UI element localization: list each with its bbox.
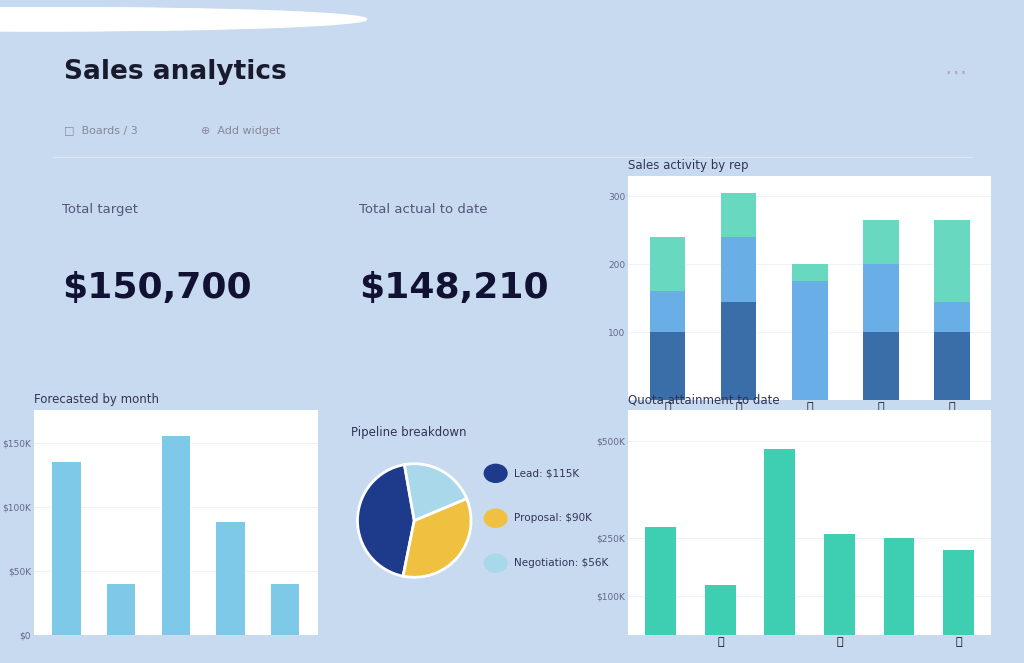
Text: Negotiation: $56K: Negotiation: $56K — [514, 558, 608, 568]
Bar — [934, 332, 970, 400]
Bar — [721, 193, 757, 237]
Bar — [765, 449, 796, 635]
Bar — [863, 220, 899, 265]
Bar — [792, 281, 827, 400]
Text: Total target: Total target — [62, 203, 138, 215]
Bar — [649, 237, 685, 292]
Text: Total actual to date: Total actual to date — [359, 203, 487, 215]
Bar — [645, 526, 677, 635]
Circle shape — [0, 8, 367, 30]
Text: Sales activity by rep: Sales activity by rep — [628, 158, 749, 172]
Text: Forecasted by month: Forecasted by month — [34, 393, 159, 406]
Bar — [216, 522, 245, 635]
Text: Proposal: $90K: Proposal: $90K — [514, 513, 592, 523]
Bar — [934, 302, 970, 332]
Bar — [863, 332, 899, 400]
Wedge shape — [404, 463, 467, 520]
Text: Pipeline breakdown: Pipeline breakdown — [351, 426, 466, 439]
Bar — [934, 220, 970, 302]
Bar — [270, 584, 299, 635]
Text: Lead: $115K: Lead: $115K — [514, 468, 580, 478]
Bar — [721, 237, 757, 302]
Bar — [863, 265, 899, 332]
Bar — [106, 584, 135, 635]
Text: Quota attainment to date: Quota attainment to date — [628, 393, 780, 406]
Circle shape — [484, 464, 507, 482]
Text: ⋯: ⋯ — [944, 62, 967, 82]
Text: $150,700: $150,700 — [62, 271, 252, 305]
Bar — [824, 534, 855, 635]
Circle shape — [0, 8, 348, 30]
Circle shape — [0, 8, 330, 30]
Bar — [649, 292, 685, 332]
Bar — [721, 302, 757, 400]
Legend: Meeting, Call summary, Demo: Meeting, Call summary, Demo — [726, 444, 893, 459]
Text: □  Boards / 3: □ Boards / 3 — [65, 126, 138, 136]
Circle shape — [484, 509, 507, 527]
Bar — [884, 538, 914, 635]
Circle shape — [484, 554, 507, 572]
Text: ⊕  Add widget: ⊕ Add widget — [202, 126, 281, 136]
Text: $148,210: $148,210 — [359, 271, 549, 305]
Wedge shape — [403, 499, 471, 577]
Bar — [792, 265, 827, 281]
Bar — [943, 550, 974, 635]
Text: Sales analytics: Sales analytics — [65, 59, 287, 85]
Bar — [52, 461, 81, 635]
Bar — [705, 585, 736, 635]
Bar — [649, 332, 685, 400]
Wedge shape — [357, 465, 415, 576]
Bar — [162, 436, 189, 635]
